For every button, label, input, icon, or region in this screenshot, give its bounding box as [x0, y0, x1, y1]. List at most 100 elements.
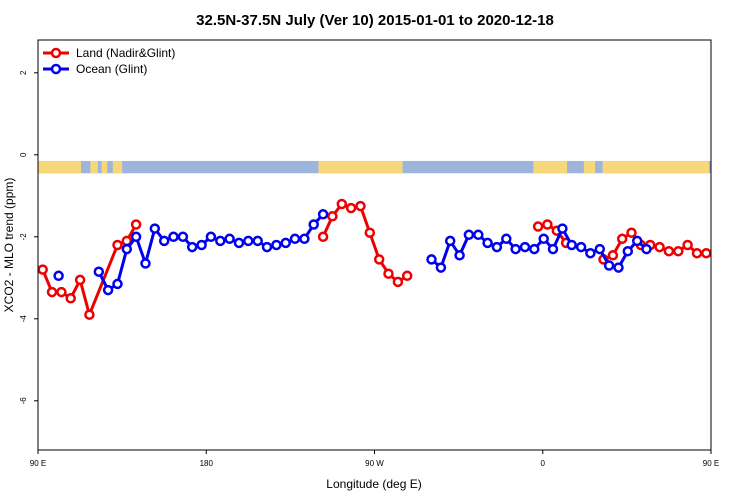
data-point: [243, 235, 254, 247]
data-point: [491, 241, 503, 253]
data-point: [102, 284, 114, 296]
data-point: [701, 247, 711, 259]
data-point: [641, 243, 652, 255]
legend-item-ocean: Ocean (Glint): [43, 62, 147, 76]
data-point: [121, 243, 133, 255]
data-point: [93, 266, 105, 277]
data-point: [112, 278, 123, 290]
data-point: [215, 235, 226, 247]
data-point: [734, 272, 742, 280]
data-point: [575, 241, 587, 253]
data-point: [299, 233, 310, 245]
y-tick-label: -4: [19, 315, 28, 323]
data-point: [613, 262, 624, 273]
land-segment: [90, 160, 98, 174]
data-point: [538, 233, 549, 245]
data-point: [271, 239, 282, 251]
land-segment: [318, 160, 403, 174]
data-point: [38, 264, 48, 275]
data-point: [205, 231, 217, 243]
land-segment: [717, 161, 730, 173]
y-axis: 2 0 -2 -4 -6: [19, 70, 38, 404]
data-point: [46, 286, 58, 298]
data-point: [594, 243, 606, 255]
land-segment: [583, 160, 596, 174]
data-point: [682, 239, 693, 251]
land-segment: [101, 160, 108, 174]
data-point: [622, 245, 634, 257]
land-segment: [112, 160, 123, 174]
data-point: [482, 237, 493, 249]
land-segment: [602, 160, 710, 174]
data-point: [168, 231, 179, 243]
data-point: [130, 219, 142, 230]
series-ocean: [53, 209, 742, 296]
data-point: [373, 254, 385, 265]
data-point: [557, 223, 568, 234]
data-point: [519, 241, 531, 253]
y-axis-label: XCO2 - MLO trend (ppm): [2, 178, 16, 313]
x-tick-label: 90 W: [365, 459, 384, 468]
x-axis-label: Longitude (deg E): [326, 477, 421, 491]
legend-swatch-ocean-marker: [50, 63, 62, 75]
legend-swatch-land-marker: [50, 47, 62, 59]
data-point: [383, 268, 394, 279]
data-point: [327, 211, 338, 222]
data-point: [364, 227, 376, 238]
data-point: [308, 219, 319, 230]
x-axis: 90 E 180 90 W 0 90 E: [30, 450, 719, 468]
data-point: [740, 288, 748, 296]
legend-label-ocean: Ocean (Glint): [76, 62, 147, 76]
data-point: [691, 247, 703, 259]
data-point: [542, 219, 553, 230]
data-point: [654, 241, 665, 253]
data-point: [663, 245, 675, 257]
data-point: [224, 233, 235, 245]
data-point: [626, 227, 637, 238]
data-point: [721, 266, 729, 274]
series-land: [38, 198, 748, 320]
legend-label-land: Land (Nadir&Glint): [76, 46, 175, 60]
data-point: [501, 233, 512, 245]
data-point: [84, 309, 95, 320]
data-point: [463, 229, 475, 241]
legend-item-land: Land (Nadir&Glint): [43, 46, 175, 60]
x-tick-label: 90 E: [30, 459, 46, 468]
data-point: [566, 239, 577, 251]
x-tick-label: 180: [200, 459, 214, 468]
data-point: [345, 202, 357, 214]
y-tick-label: -2: [19, 233, 28, 241]
data-point: [186, 241, 198, 253]
land-ocean-band: [38, 160, 730, 174]
data-point: [710, 254, 711, 260]
data-point: [454, 250, 465, 261]
data-point: [261, 241, 273, 253]
data-point: [53, 270, 64, 282]
data-point: [631, 235, 643, 247]
data-point: [74, 274, 86, 286]
data-point: [317, 209, 329, 220]
data-point: [336, 198, 348, 210]
data-point: [280, 237, 291, 249]
data-point: [56, 286, 67, 298]
data-point: [65, 293, 76, 304]
data-point: [607, 250, 619, 261]
series-line: [321, 202, 409, 284]
land-segment: [533, 160, 568, 174]
data-point: [196, 239, 207, 251]
data-point: [510, 243, 521, 255]
data-point: [392, 276, 404, 288]
data-point: [158, 235, 170, 247]
data-point: [355, 200, 366, 212]
x-tick-label: 90 E: [703, 459, 719, 468]
data-point: [140, 258, 151, 269]
data-point: [435, 262, 447, 273]
data-point: [616, 233, 628, 245]
data-point: [547, 243, 559, 255]
data-point: [177, 231, 189, 243]
legend: Land (Nadir&Glint) Ocean (Glint): [43, 46, 175, 76]
land-segment: [38, 160, 81, 174]
x-tick-label: 0: [541, 459, 546, 468]
data-point: [252, 235, 263, 247]
